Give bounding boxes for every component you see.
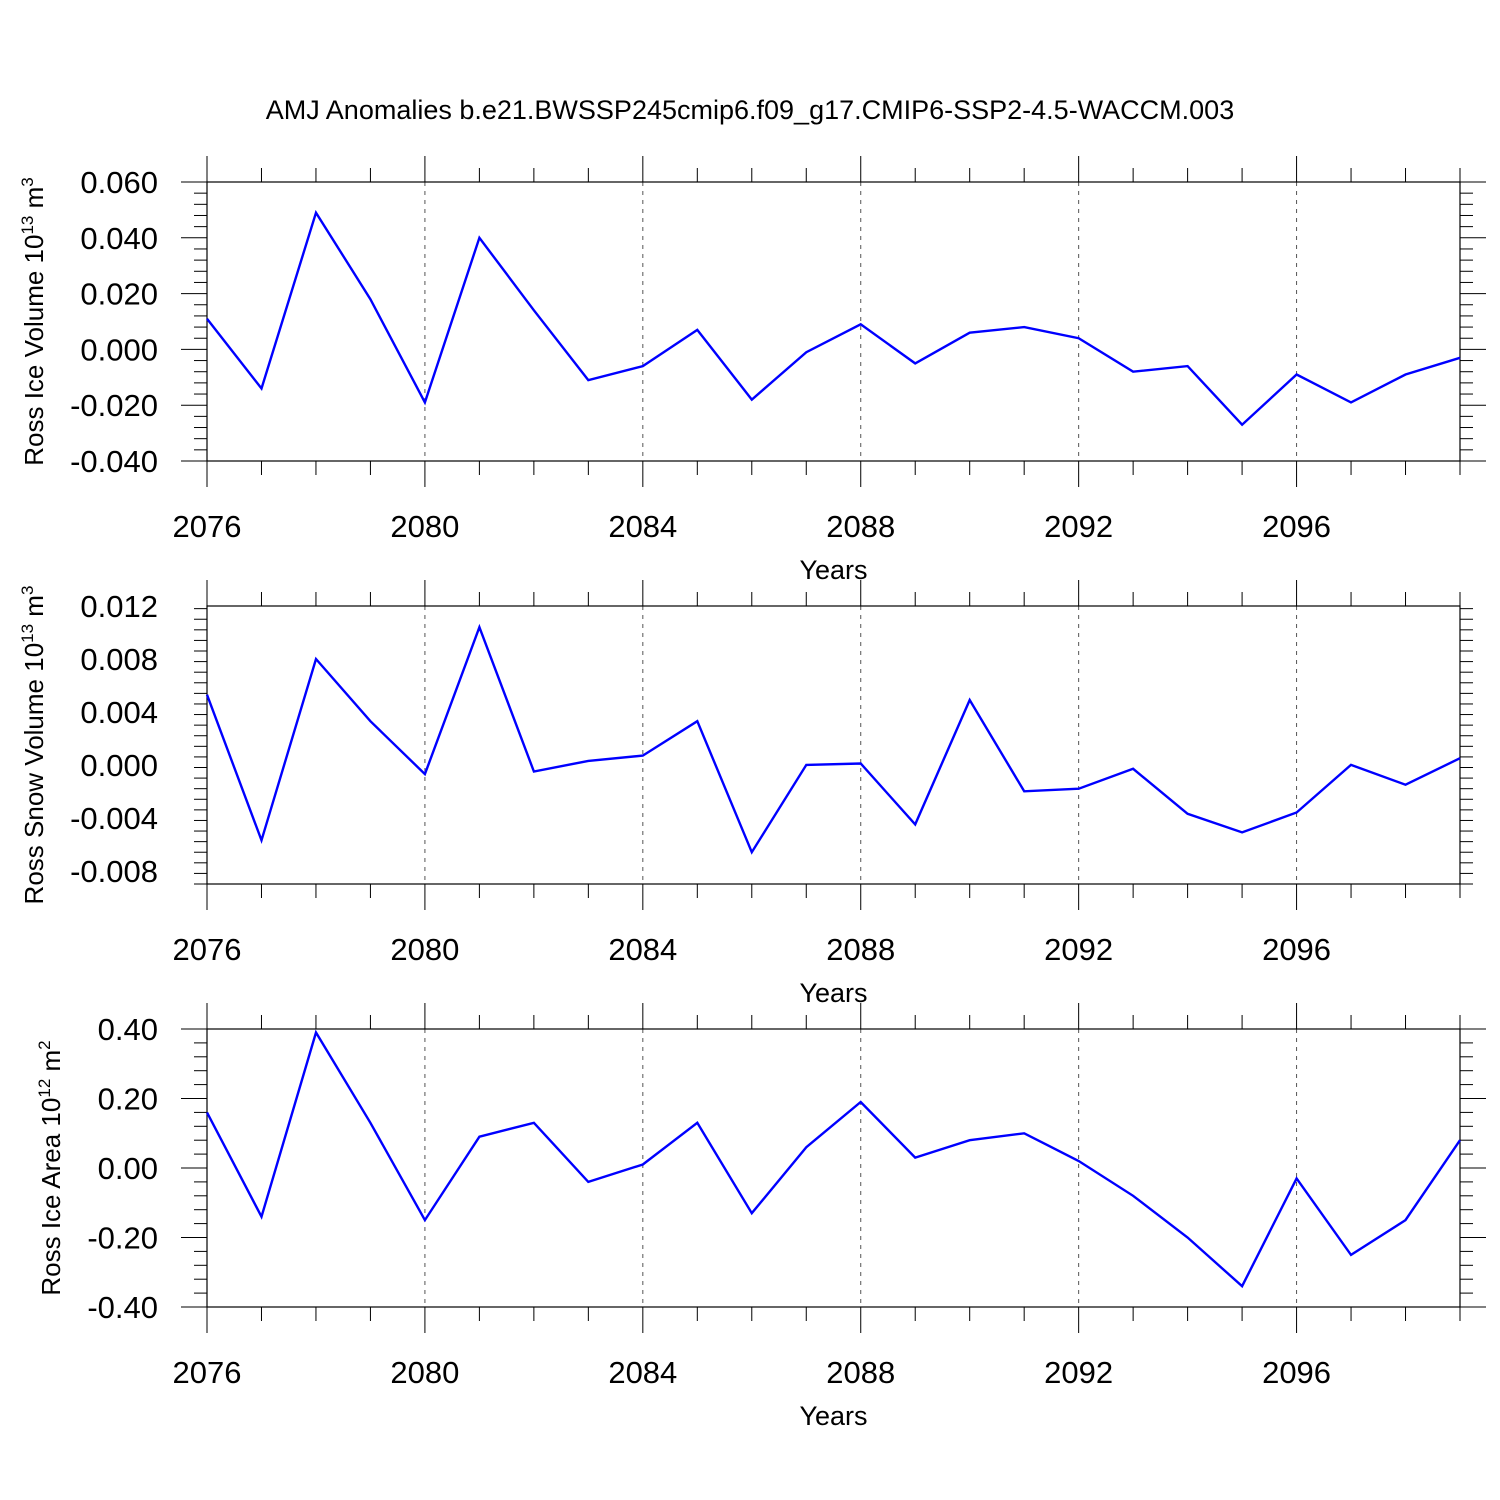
x-tick-label: 2084: [608, 509, 677, 544]
x-tick-label: 2080: [390, 509, 459, 544]
series-line: [205, 1029, 1461, 1289]
y-tick-label: 0.20: [98, 1082, 158, 1117]
y-tick-label: 0.012: [80, 589, 158, 624]
y-axis-label: Ross Snow Volume 1013 m3: [18, 586, 49, 905]
plot-frame: [206, 605, 1461, 885]
plot-frame: [206, 181, 1461, 462]
y-tick-label: 0.004: [80, 695, 158, 730]
x-tick-label: 2096: [1262, 932, 1331, 967]
x-tick-label: 2076: [173, 1355, 242, 1390]
y-tick-label: -0.040: [70, 444, 158, 479]
y-tick-label: 0.00: [98, 1151, 158, 1186]
y-tick-label: 0.020: [80, 277, 158, 312]
x-tick-label: 2088: [826, 932, 895, 967]
x-axis-label: Years: [799, 555, 867, 585]
panel-ice-volume: 0.060 0.040 0.020 0.000 -0.020 -0.040 2076 2080…: [18, 156, 1486, 585]
x-tick-label: 2092: [1044, 1355, 1113, 1390]
y-tick-label: 0.040: [80, 221, 158, 256]
y-axis-label: Ross Ice Area 1012 m2: [35, 1040, 66, 1295]
x-tick-label: 2084: [608, 1355, 677, 1390]
x-tick-label: 2088: [826, 509, 895, 544]
x-axis-label: Years: [799, 978, 867, 1008]
y-tick-label: 0.000: [80, 332, 158, 367]
y-tick-label: -0.40: [87, 1290, 158, 1325]
y-tick-label: 0.060: [80, 165, 158, 200]
y-axis-label: Ross Ice Volume 1013 m3: [18, 177, 49, 466]
series-line: [206, 209, 1461, 427]
x-tick-label: 2080: [390, 932, 459, 967]
y-tick-label: -0.008: [70, 854, 158, 889]
x-tick-label: 2080: [390, 1355, 459, 1390]
y-tick-label: -0.20: [87, 1221, 158, 1256]
x-tick-label: 2076: [173, 509, 242, 544]
panel-ice-area: 0.40 0.20 0.00 -0.20 -0.40 2076 2080 2084 2088 20…: [35, 1003, 1486, 1431]
x-tick-label: 2084: [608, 932, 677, 967]
x-tick-label: 2088: [826, 1355, 895, 1390]
y-tick-label: -0.004: [70, 801, 158, 836]
chart-title: AMJ Anomalies b.e21.BWSSP245cmip6.f09_g1…: [266, 95, 1234, 125]
x-tick-label: 2096: [1262, 1355, 1331, 1390]
x-tick-label: 2076: [173, 932, 242, 967]
x-tick-label: 2096: [1262, 509, 1331, 544]
y-tick-label: 0.000: [80, 748, 158, 783]
y-tick-label: 0.40: [98, 1012, 158, 1047]
x-tick-label: 2092: [1044, 932, 1113, 967]
x-axis-label: Years: [799, 1401, 867, 1431]
x-tick-label: 2092: [1044, 509, 1113, 544]
panel-snow-volume: 0.012 0.008 0.004 0.000 -0.004 -0.008 2076 2080…: [18, 580, 1473, 1008]
y-tick-label: -0.020: [70, 388, 158, 423]
y-tick-label: 0.008: [80, 642, 158, 677]
series-line: [205, 623, 1461, 855]
